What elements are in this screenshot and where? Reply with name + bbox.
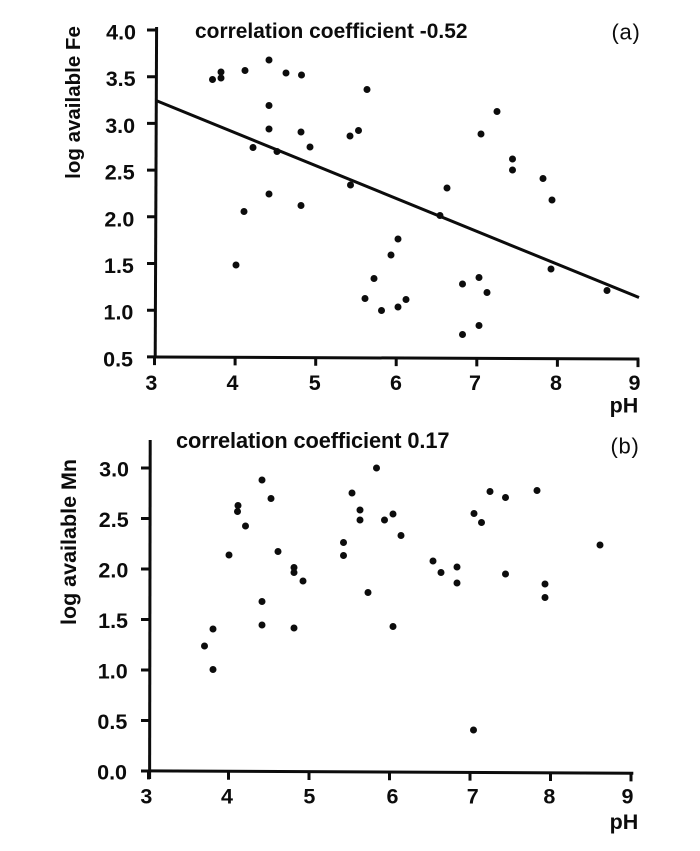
svg-text:log available Fe: log available Fe [62,26,85,179]
svg-text:0.5: 0.5 [97,710,127,734]
svg-text:3.5: 3.5 [106,67,136,91]
svg-text:pH: pH [610,810,639,834]
svg-text:1.0: 1.0 [104,301,134,325]
svg-text:0.0: 0.0 [97,761,127,785]
svg-text:correlation coefficient 0.17: correlation coefficient 0.17 [176,428,449,453]
svg-text:7: 7 [469,371,481,395]
svg-text:1.5: 1.5 [98,609,128,633]
svg-text:correlation coefficient -0.52: correlation coefficient -0.52 [195,20,468,43]
svg-text:3: 3 [145,371,157,395]
svg-text:7: 7 [467,785,479,809]
svg-text:3.0: 3.0 [105,114,135,138]
svg-text:pH: pH [610,394,639,418]
svg-text:log available Mn: log available Mn [57,459,81,625]
svg-text:5: 5 [309,371,321,395]
svg-text:0.5: 0.5 [103,347,133,371]
svg-text:2.5: 2.5 [99,508,129,532]
svg-text:3: 3 [140,785,152,809]
svg-text:2.5: 2.5 [105,161,135,185]
svg-text:(b): (b) [611,434,640,459]
svg-text:4: 4 [221,785,233,809]
svg-text:4: 4 [227,371,239,395]
svg-text:(a): (a) [612,20,641,45]
svg-text:2.0: 2.0 [104,207,134,231]
svg-text:9: 9 [622,785,634,809]
svg-text:3.0: 3.0 [99,458,129,482]
svg-text:1.0: 1.0 [98,660,128,684]
svg-text:6: 6 [390,371,402,395]
svg-text:9: 9 [629,371,641,395]
svg-text:8: 8 [550,371,562,395]
svg-text:5: 5 [303,785,315,809]
svg-text:4.0: 4.0 [106,21,136,45]
svg-text:1.5: 1.5 [104,254,134,278]
svg-text:2.0: 2.0 [98,559,128,583]
svg-text:8: 8 [543,785,555,809]
svg-text:6: 6 [387,785,399,809]
